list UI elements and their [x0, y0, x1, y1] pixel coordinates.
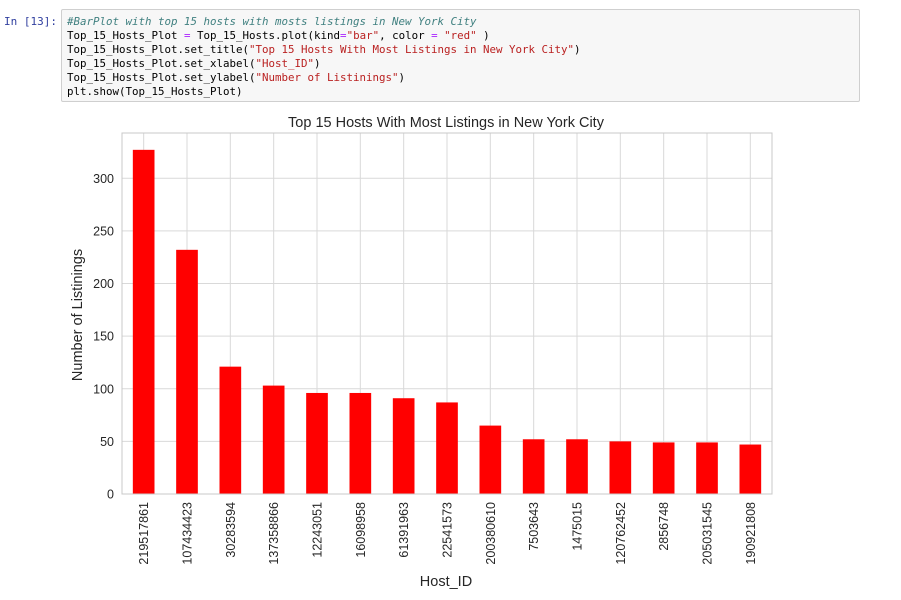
- x-tick-label: 107434423: [181, 502, 195, 565]
- bar: [349, 392, 372, 494]
- x-tick-label: 30283594: [224, 502, 238, 558]
- x-tick-labels: 219517861 107434423 30283594 137358866 12243…: [137, 502, 758, 565]
- y-tick-label: 0: [107, 488, 114, 502]
- x-tick-label: 219517861: [137, 502, 151, 565]
- bar: [306, 392, 328, 494]
- code-token: =: [431, 29, 438, 42]
- bar: [566, 439, 588, 494]
- cell-prompt: In [13]:: [4, 15, 57, 28]
- bar: [219, 366, 242, 494]
- bar: [479, 425, 502, 494]
- y-tick-label: 100: [93, 382, 114, 396]
- code-token: Top_15_Hosts_Plot.set_xlabel(: [67, 57, 256, 70]
- x-tick-label: 16098958: [354, 502, 368, 558]
- bar: [652, 442, 675, 494]
- code-string: "Host_ID": [255, 57, 315, 70]
- bar: [262, 385, 285, 494]
- code-line: #BarPlot with top 15 hosts with mosts li…: [67, 15, 859, 29]
- y-axis-label: Number of Listinings: [70, 249, 86, 381]
- code-cell-editor[interactable]: #BarPlot with top 15 hosts with mosts li…: [61, 9, 860, 102]
- x-tick-label: 205031545: [701, 502, 715, 565]
- bar: [392, 398, 415, 494]
- code-token: Top_15_Hosts.plot(kind: [190, 29, 341, 42]
- code-token: Top_15_Hosts_Plot.set_ylabel(: [67, 71, 256, 84]
- code-line: Top_15_Hosts_Plot = Top_15_Hosts.plot(ki…: [67, 29, 859, 43]
- x-axis-label: Host_ID: [420, 574, 472, 590]
- code-string: "bar": [346, 29, 380, 42]
- bar-layer: [132, 149, 762, 494]
- x-tick-label: 137358866: [267, 502, 281, 565]
- y-tick-label: 300: [93, 172, 114, 186]
- code-line: Top_15_Hosts_Plot.set_title("Top 15 Host…: [67, 43, 859, 57]
- x-tick-label: 7503643: [527, 502, 541, 551]
- plot-frame: [121, 132, 773, 495]
- code-string: "Top 15 Hosts With Most Listings in New …: [249, 43, 575, 56]
- code-token: ): [314, 57, 321, 70]
- x-tick-label: 61391963: [397, 502, 411, 558]
- bar: [696, 442, 718, 494]
- y-tick-label: 150: [93, 330, 114, 344]
- x-tick-label: 120762452: [614, 502, 628, 565]
- code-comment: #BarPlot with top 15 hosts with mosts li…: [67, 15, 477, 28]
- x-tick-label: 1475015: [571, 502, 585, 551]
- chart-title: Top 15 Hosts With Most Listings in New Y…: [288, 115, 605, 131]
- x-tick-label: 200380610: [484, 502, 498, 565]
- bar: [176, 249, 198, 494]
- bar: [609, 441, 632, 494]
- code-line: Top_15_Hosts_Plot.set_ylabel("Number of …: [67, 71, 859, 85]
- code-token: ): [574, 43, 581, 56]
- code-token: Top_15_Hosts_Plot.set_title(: [67, 43, 250, 56]
- x-tick-label: 2856748: [657, 502, 671, 551]
- code-token: =: [340, 29, 347, 42]
- code-line: plt.show(Top_15_Hosts_Plot): [67, 85, 859, 99]
- code-token: ): [398, 71, 406, 84]
- code-token: plt.show(Top_15_Hosts_Plot): [67, 85, 243, 98]
- code-string: "Number of Listinings": [255, 71, 399, 84]
- y-tick-label: 250: [93, 224, 114, 238]
- code-line: Top_15_Hosts_Plot.set_xlabel("Host_ID"): [67, 57, 859, 71]
- code-token: , color: [379, 29, 432, 42]
- code-token: ): [476, 29, 490, 42]
- code-token: =: [184, 29, 191, 42]
- y-tick-label: 200: [93, 277, 114, 291]
- y-tick-label: 50: [100, 435, 114, 449]
- bar: [522, 439, 545, 494]
- code-token: Top_15_Hosts_Plot: [67, 29, 185, 42]
- x-tick-label: 12243051: [311, 502, 325, 558]
- x-tick-label: 22541573: [441, 502, 455, 558]
- bar: [739, 444, 762, 494]
- bar: [132, 149, 155, 494]
- y-tick-labels: 0 50 100 150 200 250 300: [93, 172, 114, 502]
- x-tick-label: 190921808: [744, 502, 758, 565]
- bar: [436, 402, 458, 494]
- code-string: "red": [444, 29, 477, 42]
